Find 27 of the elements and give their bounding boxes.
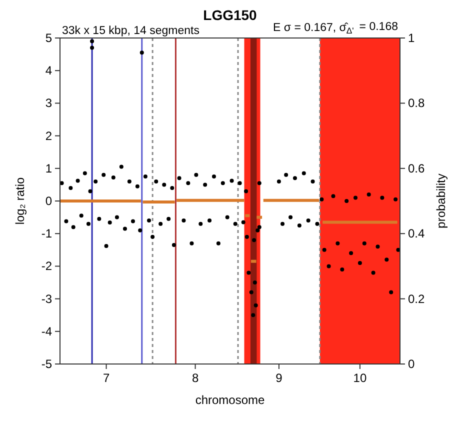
x-tick-label: 7 xyxy=(102,371,110,385)
y-tick-label: 5 xyxy=(45,31,52,45)
y-tick-label: -2 xyxy=(41,259,52,274)
y-tick-label: 0 xyxy=(45,194,52,208)
y-tick-label: -5 xyxy=(41,357,52,371)
y2-tick-label: 0.6 xyxy=(408,161,426,176)
y-tick-label: -1 xyxy=(41,226,52,241)
x-tick-label: 8 xyxy=(192,371,199,385)
y-tick-label: 4 xyxy=(45,64,52,78)
y-tick-label: -4 xyxy=(41,324,52,338)
y2-tick-label: 0.2 xyxy=(408,292,426,306)
y-tick-label: 1 xyxy=(45,161,52,176)
y-tick-label: 2 xyxy=(45,128,52,143)
text: E σ = 0.167, σ̂$_{Δ'}$ = 0.168 xyxy=(273,21,398,36)
y2-tick-label: 1 xyxy=(408,31,415,45)
y-tick-label: 3 xyxy=(45,96,52,110)
y2-tick-label: 0.8 xyxy=(408,96,426,110)
y2-axis-title: probability xyxy=(434,174,448,228)
x-tick-label: 9 xyxy=(276,371,283,385)
y-axis-title: log₂ ratio xyxy=(13,177,27,225)
y2-tick-label: 0 xyxy=(408,357,415,371)
x-tick-label: 10 xyxy=(353,371,367,385)
y2-tick-label: 0.4 xyxy=(408,226,426,241)
text: 33k x 15 kbp, 14 segments xyxy=(62,25,200,37)
y-tick-label: -3 xyxy=(41,292,52,306)
x-axis-title: chromosome xyxy=(195,393,266,407)
chart-title: LGG150 xyxy=(203,7,258,23)
